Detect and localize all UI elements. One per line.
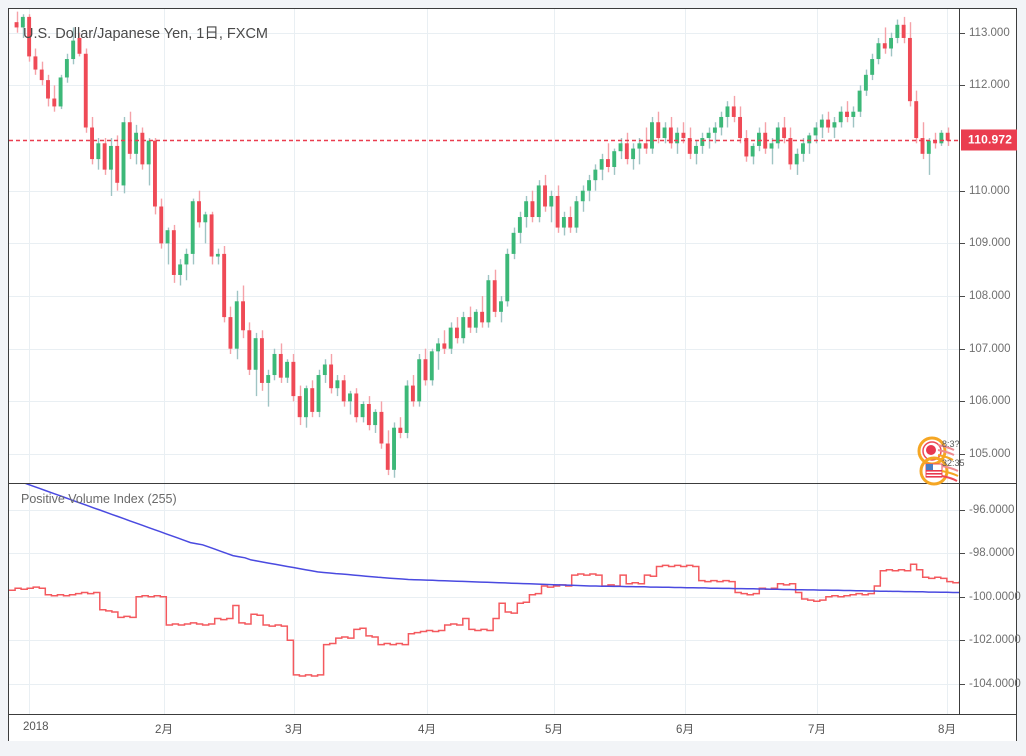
indicator-pane[interactable]: Positive Volume Index (255) (9, 484, 1016, 714)
current-price-badge[interactable]: 110.972 (961, 129, 1018, 150)
indicator-scale-separator (959, 484, 960, 715)
price-scale-label: 105.000 (969, 448, 1011, 461)
time-axis-label: 5月 (545, 724, 563, 736)
price-scale-label: 108.000 (969, 290, 1011, 303)
indicator-scale-label: -102.0000 (969, 634, 1021, 647)
time-axis-label: 6月 (676, 724, 694, 736)
price-scale-label: 107.000 (969, 342, 1011, 355)
indicator-title: Positive Volume Index (255) (21, 492, 177, 506)
price-scale-tick (960, 33, 965, 34)
price-scale-tick (960, 401, 965, 402)
chart-title: U.S. Dollar/Japanese Yen, 1日, FXCM (23, 26, 269, 42)
indicator-series-lines[interactable] (9, 484, 959, 714)
indicator-scale[interactable]: -96.0000 -98.0000 -100.0000 -102.0000 -104.0… (960, 484, 1021, 714)
price-pane[interactable]: U.S. Dollar/Japanese Yen, 1日, FXCM (9, 9, 1016, 483)
price-scale-tick (960, 296, 965, 297)
price-plot-area[interactable] (9, 9, 959, 483)
current-price-line (9, 139, 959, 142)
price-scale-separator (959, 9, 960, 483)
time-axis-label: 8月 (938, 724, 956, 736)
price-scale[interactable]: 113.000 112.000 110.000 109.000 108.000 107.0… (960, 9, 1018, 483)
price-scale-tick (960, 85, 965, 86)
indicator-scale-label: -98.0000 (969, 547, 1015, 560)
time-axis-label: 3月 (285, 724, 303, 736)
price-scale-tick (960, 191, 965, 192)
indicator-plot-area[interactable] (9, 484, 959, 714)
time-axis-label: 7月 (808, 724, 826, 736)
chart-frame: U.S. Dollar/Japanese Yen, 1日, FXCM 113.0… (8, 8, 1021, 741)
indicator-scale-label: -104.0000 (969, 677, 1021, 690)
time-axis-divider (9, 714, 1016, 715)
indicator-scale-label: -96.0000 (969, 504, 1015, 517)
indicator-scale-tick (960, 684, 965, 685)
price-scale-tick (960, 349, 965, 350)
price-gridlines (9, 9, 959, 483)
price-scale-label: 109.000 (969, 237, 1011, 250)
price-scale-tick (960, 243, 965, 244)
indicator-scale-tick (960, 553, 965, 554)
time-axis[interactable]: 2018 2月 3月 4月 5月 6月 7月 8月 (9, 715, 1016, 741)
indicator-scale-tick (960, 597, 965, 598)
time-axis-label: 4月 (418, 724, 436, 736)
price-scale-label: 112.000 (969, 79, 1010, 92)
price-scale-label: 110.000 (969, 184, 1010, 197)
price-scale-tick (960, 454, 965, 455)
price-scale-label: 113.000 (969, 26, 1010, 39)
indicator-scale-label: -100.0000 (969, 590, 1021, 603)
price-scale-label: 106.000 (969, 395, 1011, 408)
time-axis-label: 2018 (23, 721, 49, 733)
pane-divider (9, 483, 1016, 484)
indicator-scale-tick (960, 510, 965, 511)
candlestick-series[interactable] (9, 9, 959, 483)
time-axis-label: 2月 (155, 724, 173, 736)
indicator-gridlines (9, 484, 959, 714)
indicator-scale-tick (960, 640, 965, 641)
